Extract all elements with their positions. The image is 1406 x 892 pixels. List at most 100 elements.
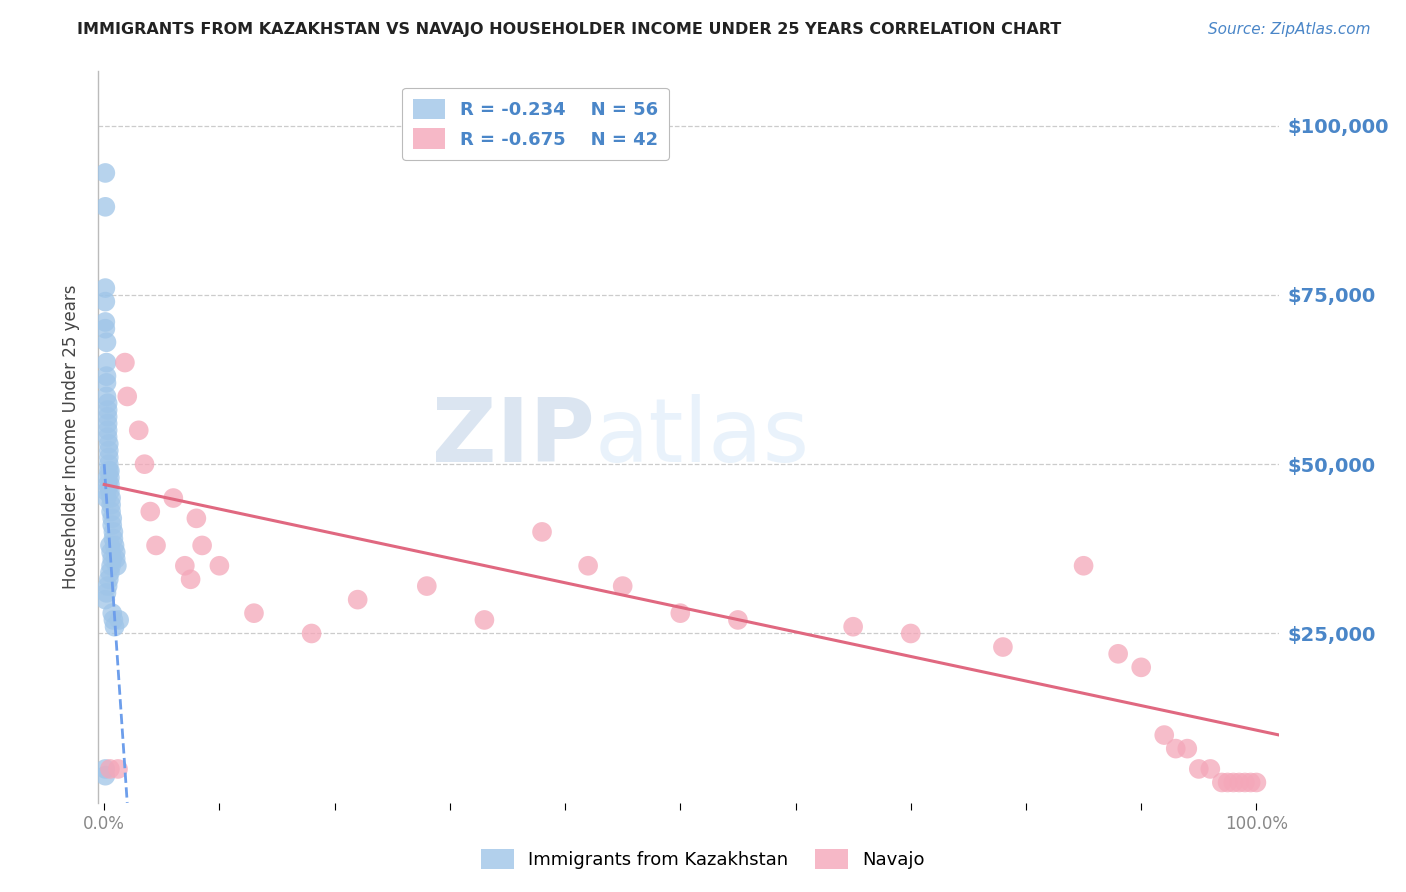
Point	[94, 294, 117, 309]
Y-axis label: Householder Income Under 25 years: Householder Income Under 25 years	[62, 285, 80, 590]
Point	[107, 762, 129, 776]
Point	[98, 538, 121, 552]
Point	[96, 369, 118, 384]
Point	[97, 450, 120, 465]
Point	[191, 538, 214, 552]
Point	[94, 322, 117, 336]
Point	[612, 579, 634, 593]
Point	[727, 613, 749, 627]
Point	[103, 620, 125, 634]
Point	[97, 430, 120, 444]
Point	[842, 620, 865, 634]
Point	[101, 606, 124, 620]
Point	[991, 640, 1014, 654]
Point	[1211, 775, 1233, 789]
Point	[162, 491, 184, 505]
Point	[94, 762, 117, 776]
Point	[1130, 660, 1153, 674]
Point	[97, 409, 120, 424]
Point	[97, 437, 120, 451]
Text: IMMIGRANTS FROM KAZAKHSTAN VS NAVAJO HOUSEHOLDER INCOME UNDER 25 YEARS CORRELATI: IMMIGRANTS FROM KAZAKHSTAN VS NAVAJO HOU…	[77, 22, 1062, 37]
Point	[100, 545, 122, 559]
Point	[103, 613, 125, 627]
Point	[96, 355, 118, 369]
Point	[1107, 647, 1129, 661]
Point	[104, 552, 127, 566]
Point	[103, 532, 125, 546]
Point	[101, 552, 124, 566]
Point	[96, 335, 118, 350]
Point	[128, 423, 150, 437]
Point	[1188, 762, 1211, 776]
Point	[97, 457, 120, 471]
Point	[474, 613, 496, 627]
Point	[101, 518, 124, 533]
Point	[1240, 775, 1263, 789]
Point	[94, 166, 117, 180]
Point	[100, 491, 122, 505]
Point	[134, 457, 156, 471]
Point	[100, 505, 122, 519]
Point	[94, 592, 117, 607]
Point	[115, 389, 138, 403]
Point	[900, 626, 922, 640]
Point	[97, 464, 120, 478]
Point	[531, 524, 554, 539]
Point	[1164, 741, 1187, 756]
Point	[108, 613, 131, 627]
Point	[1175, 741, 1198, 756]
Point	[98, 477, 121, 491]
Point	[1222, 775, 1244, 789]
Point	[103, 538, 125, 552]
Point	[98, 484, 121, 499]
Text: atlas: atlas	[595, 393, 810, 481]
Point	[139, 505, 162, 519]
Point	[301, 626, 323, 640]
Point	[1216, 775, 1239, 789]
Point	[186, 511, 208, 525]
Point	[114, 355, 136, 369]
Point	[103, 524, 125, 539]
Point	[100, 498, 122, 512]
Point	[145, 538, 167, 552]
Point	[96, 376, 118, 390]
Point	[104, 545, 127, 559]
Point	[96, 491, 118, 505]
Point	[576, 558, 599, 573]
Point	[96, 484, 118, 499]
Point	[98, 464, 121, 478]
Point	[105, 558, 128, 573]
Point	[180, 572, 202, 586]
Point	[97, 471, 120, 485]
Point	[97, 417, 120, 431]
Point	[100, 558, 122, 573]
Point	[346, 592, 368, 607]
Point	[94, 200, 117, 214]
Point	[98, 471, 121, 485]
Point	[97, 396, 120, 410]
Text: ZIP: ZIP	[432, 393, 595, 481]
Point	[208, 558, 231, 573]
Point	[97, 477, 120, 491]
Point	[98, 762, 121, 776]
Point	[1073, 558, 1095, 573]
Point	[1227, 775, 1250, 789]
Point	[97, 579, 120, 593]
Point	[669, 606, 692, 620]
Point	[1153, 728, 1175, 742]
Point	[98, 566, 121, 580]
Point	[243, 606, 266, 620]
Point	[1199, 762, 1222, 776]
Point	[416, 579, 439, 593]
Point	[97, 423, 120, 437]
Point	[173, 558, 195, 573]
Text: Source: ZipAtlas.com: Source: ZipAtlas.com	[1208, 22, 1371, 37]
Point	[94, 281, 117, 295]
Point	[96, 389, 118, 403]
Point	[96, 586, 118, 600]
Point	[97, 403, 120, 417]
Point	[1246, 775, 1268, 789]
Legend: Immigrants from Kazakhstan, Navajo: Immigrants from Kazakhstan, Navajo	[472, 839, 934, 879]
Point	[94, 769, 117, 783]
Point	[97, 572, 120, 586]
